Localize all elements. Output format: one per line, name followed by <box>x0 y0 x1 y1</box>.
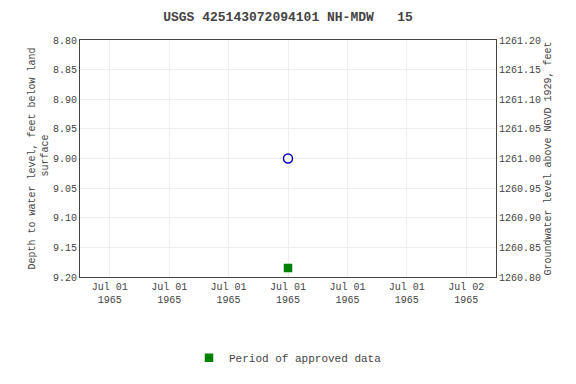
svg-text:Jul 011965: Jul 011965 <box>211 282 247 306</box>
svg-text:1260.95: 1260.95 <box>499 184 541 195</box>
svg-text:8.85: 8.85 <box>53 65 77 76</box>
svg-text:1261.10: 1261.10 <box>499 95 541 106</box>
svg-text:1261.00: 1261.00 <box>499 154 541 165</box>
svg-text:1261.15: 1261.15 <box>499 65 541 76</box>
svg-text:Jul 011965: Jul 011965 <box>151 282 187 306</box>
svg-text:Jul 011965: Jul 011965 <box>329 282 365 306</box>
svg-text:9.05: 9.05 <box>53 184 77 195</box>
svg-text:1261.20: 1261.20 <box>499 36 541 47</box>
svg-text:8.90: 8.90 <box>53 95 77 106</box>
svg-text:9.10: 9.10 <box>53 213 77 224</box>
svg-text:Period of approved data: Period of approved data <box>229 353 381 365</box>
svg-text:9.15: 9.15 <box>53 243 77 254</box>
svg-text:Jul 021965: Jul 021965 <box>448 282 484 306</box>
svg-text:9.00: 9.00 <box>53 154 77 165</box>
svg-text:1261.05: 1261.05 <box>499 124 541 135</box>
svg-text:Groundwater level above NGVD 1: Groundwater level above NGVD 1929, feet <box>543 41 554 275</box>
svg-text:8.80: 8.80 <box>53 36 77 47</box>
svg-text:USGS 425143072094101 NH-MDW: USGS 425143072094101 NH-MDW 15 <box>163 10 413 25</box>
svg-text:Depth to water level, feet bel: Depth to water level, feet below land su… <box>27 47 51 269</box>
svg-text:Jul 011965: Jul 011965 <box>389 282 425 306</box>
svg-text:9.20: 9.20 <box>53 273 77 284</box>
svg-text:1260.85: 1260.85 <box>499 243 541 254</box>
svg-text:8.95: 8.95 <box>53 124 77 135</box>
svg-text:1260.80: 1260.80 <box>499 273 541 284</box>
svg-text:1260.90: 1260.90 <box>499 213 541 224</box>
svg-text:Jul 011965: Jul 011965 <box>270 282 306 306</box>
svg-text:Jul 011965: Jul 011965 <box>92 282 128 306</box>
